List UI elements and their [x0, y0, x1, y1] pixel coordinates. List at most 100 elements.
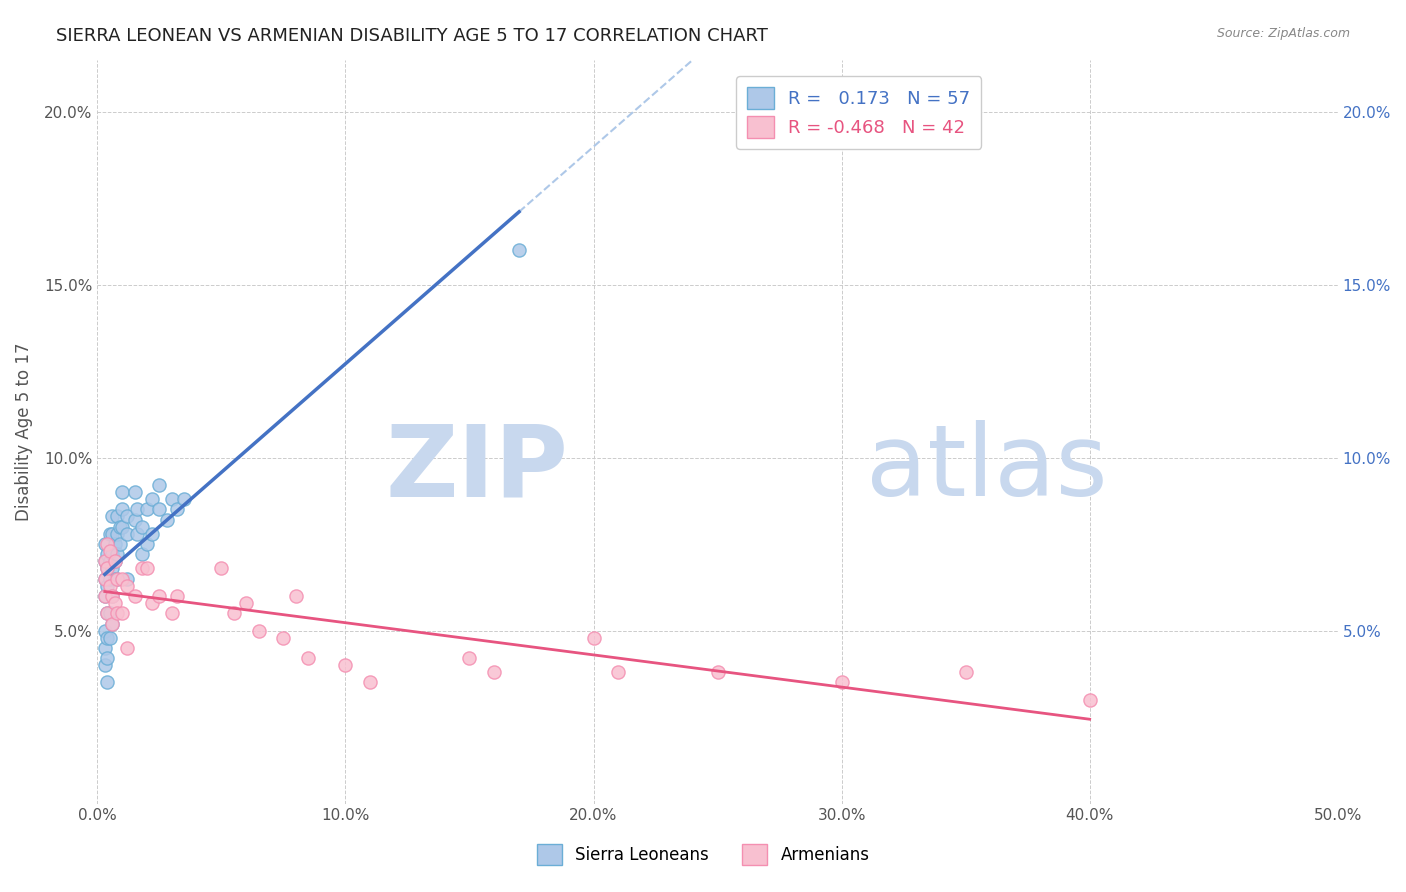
Point	[94, 554, 117, 568]
Point	[124, 513, 146, 527]
Point	[105, 548, 128, 562]
Point	[115, 526, 138, 541]
Point	[148, 589, 170, 603]
Point	[105, 607, 128, 621]
Point	[115, 572, 138, 586]
Point	[105, 572, 128, 586]
Point	[104, 554, 127, 568]
Point	[148, 478, 170, 492]
Point	[96, 651, 118, 665]
Point	[160, 607, 183, 621]
Point	[131, 520, 153, 534]
Point	[105, 526, 128, 541]
Point	[115, 509, 138, 524]
Point	[98, 544, 121, 558]
Point	[173, 492, 195, 507]
Point	[166, 502, 188, 516]
Point	[96, 537, 118, 551]
Point	[136, 561, 159, 575]
Point	[1078, 693, 1101, 707]
Point	[101, 548, 124, 562]
Point	[94, 572, 117, 586]
Point	[706, 665, 728, 679]
Point	[166, 589, 188, 603]
Point	[222, 607, 245, 621]
Point	[111, 485, 134, 500]
Point	[101, 616, 124, 631]
Point	[141, 596, 163, 610]
Point	[96, 675, 118, 690]
Point	[94, 624, 117, 638]
Point	[124, 485, 146, 500]
Point	[359, 675, 381, 690]
Legend: R =   0.173   N = 57, R = -0.468   N = 42: R = 0.173 N = 57, R = -0.468 N = 42	[737, 76, 981, 149]
Point	[101, 589, 124, 603]
Point	[101, 589, 124, 603]
Point	[141, 492, 163, 507]
Point	[108, 520, 131, 534]
Text: SIERRA LEONEAN VS ARMENIAN DISABILITY AGE 5 TO 17 CORRELATION CHART: SIERRA LEONEAN VS ARMENIAN DISABILITY AG…	[56, 27, 768, 45]
Point	[148, 502, 170, 516]
Point	[101, 526, 124, 541]
Point	[131, 548, 153, 562]
Point	[96, 561, 118, 575]
Point	[101, 509, 124, 524]
Point	[125, 502, 148, 516]
Point	[94, 537, 117, 551]
Point	[273, 631, 295, 645]
Point	[458, 651, 481, 665]
Point	[111, 520, 134, 534]
Point	[96, 631, 118, 645]
Point	[104, 572, 127, 586]
Point	[247, 624, 270, 638]
Point	[160, 492, 183, 507]
Legend: Sierra Leoneans, Armenians: Sierra Leoneans, Armenians	[527, 834, 879, 875]
Point	[484, 665, 506, 679]
Point	[108, 537, 131, 551]
Text: Source: ZipAtlas.com: Source: ZipAtlas.com	[1216, 27, 1350, 40]
Point	[115, 640, 138, 655]
Point	[582, 631, 605, 645]
Point	[111, 502, 134, 516]
Point	[297, 651, 319, 665]
Point	[98, 526, 121, 541]
Point	[105, 572, 128, 586]
Point	[284, 589, 307, 603]
Point	[955, 665, 977, 679]
Y-axis label: Disability Age 5 to 17: Disability Age 5 to 17	[15, 343, 32, 521]
Point	[136, 502, 159, 516]
Point	[136, 537, 159, 551]
Text: ZIP: ZIP	[385, 420, 568, 517]
Point	[156, 513, 179, 527]
Point	[94, 589, 117, 603]
Point	[831, 675, 853, 690]
Point	[235, 596, 257, 610]
Point	[98, 631, 121, 645]
Point	[104, 554, 127, 568]
Point	[101, 561, 124, 575]
Point	[111, 572, 134, 586]
Point	[104, 537, 127, 551]
Point	[125, 526, 148, 541]
Point	[101, 616, 124, 631]
Point	[98, 554, 121, 568]
Point	[131, 561, 153, 575]
Point	[98, 607, 121, 621]
Point	[94, 640, 117, 655]
Point	[508, 243, 530, 257]
Point	[98, 572, 121, 586]
Point	[607, 665, 630, 679]
Point	[96, 561, 118, 575]
Point	[104, 596, 127, 610]
Point	[105, 509, 128, 524]
Point	[96, 579, 118, 593]
Text: atlas: atlas	[866, 420, 1108, 517]
Point	[94, 572, 117, 586]
Point	[96, 607, 118, 621]
Point	[94, 658, 117, 673]
Point	[141, 526, 163, 541]
Point	[96, 607, 118, 621]
Point	[96, 548, 118, 562]
Point	[124, 589, 146, 603]
Point	[94, 589, 117, 603]
